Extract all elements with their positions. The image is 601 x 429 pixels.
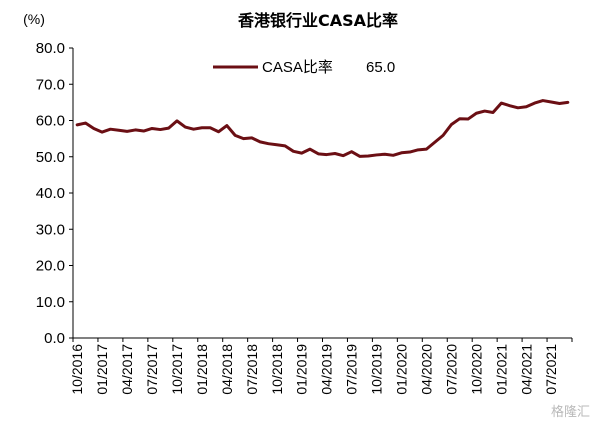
x-tick-label: 10/2018 — [269, 344, 285, 395]
casa-ratio-line — [75, 99, 570, 158]
y-tick-label: 80.0 — [36, 40, 65, 57]
x-tick-label: 10/2017 — [169, 344, 185, 395]
x-tick-label: 04/2020 — [418, 344, 434, 395]
chart-title: 香港银行业CASA比率 — [237, 11, 398, 30]
y-tick-label: 30.0 — [36, 221, 65, 238]
y-tick-label: 50.0 — [36, 149, 65, 166]
y-tick-label: 70.0 — [36, 76, 65, 93]
y-tick-label: 40.0 — [36, 185, 65, 202]
y-tick-label: 10.0 — [36, 294, 65, 311]
legend-series-name: CASA比率 — [262, 59, 333, 76]
x-tick-label: 04/2018 — [219, 344, 235, 395]
y-axis-unit-label: (%) — [23, 11, 45, 27]
y-tick-label: 20.0 — [36, 258, 65, 275]
watermark-logo: 格隆汇 — [551, 404, 590, 420]
x-tick-label: 04/2017 — [119, 344, 135, 395]
x-tick-label: 07/2020 — [443, 344, 459, 395]
x-tick-label: 01/2021 — [493, 344, 509, 395]
x-tick-label: 04/2019 — [319, 344, 335, 395]
x-tick-label: 01/2017 — [94, 344, 110, 395]
x-tick-label: 10/2020 — [468, 344, 484, 395]
legend: CASA比率 65.0 — [213, 59, 395, 76]
legend-latest-value: 65.0 — [366, 59, 395, 76]
x-tick-label: 07/2021 — [543, 344, 559, 395]
x-tick-label: 07/2019 — [344, 344, 360, 395]
y-axis-ticks: 0.0 10.0 20.0 30.0 40.0 50.0 60.0 70.0 80.0 — [36, 40, 73, 347]
x-tick-label: 07/2018 — [244, 344, 260, 395]
x-tick-label: 01/2020 — [394, 344, 410, 395]
y-tick-label: 0.0 — [44, 330, 65, 347]
x-tick-label: 07/2017 — [144, 344, 160, 395]
x-tick-label: 10/2019 — [369, 344, 385, 395]
x-axis-ticks: 10/2016 01/2017 04/2017 07/2017 10/2017 01/20… — [69, 338, 573, 395]
x-tick-label: 01/2019 — [294, 344, 310, 395]
x-tick-label: 04/2021 — [518, 344, 534, 395]
y-tick-label: 60.0 — [36, 113, 65, 130]
x-tick-label: 01/2018 — [194, 344, 210, 395]
x-tick-label: 10/2016 — [69, 344, 85, 395]
